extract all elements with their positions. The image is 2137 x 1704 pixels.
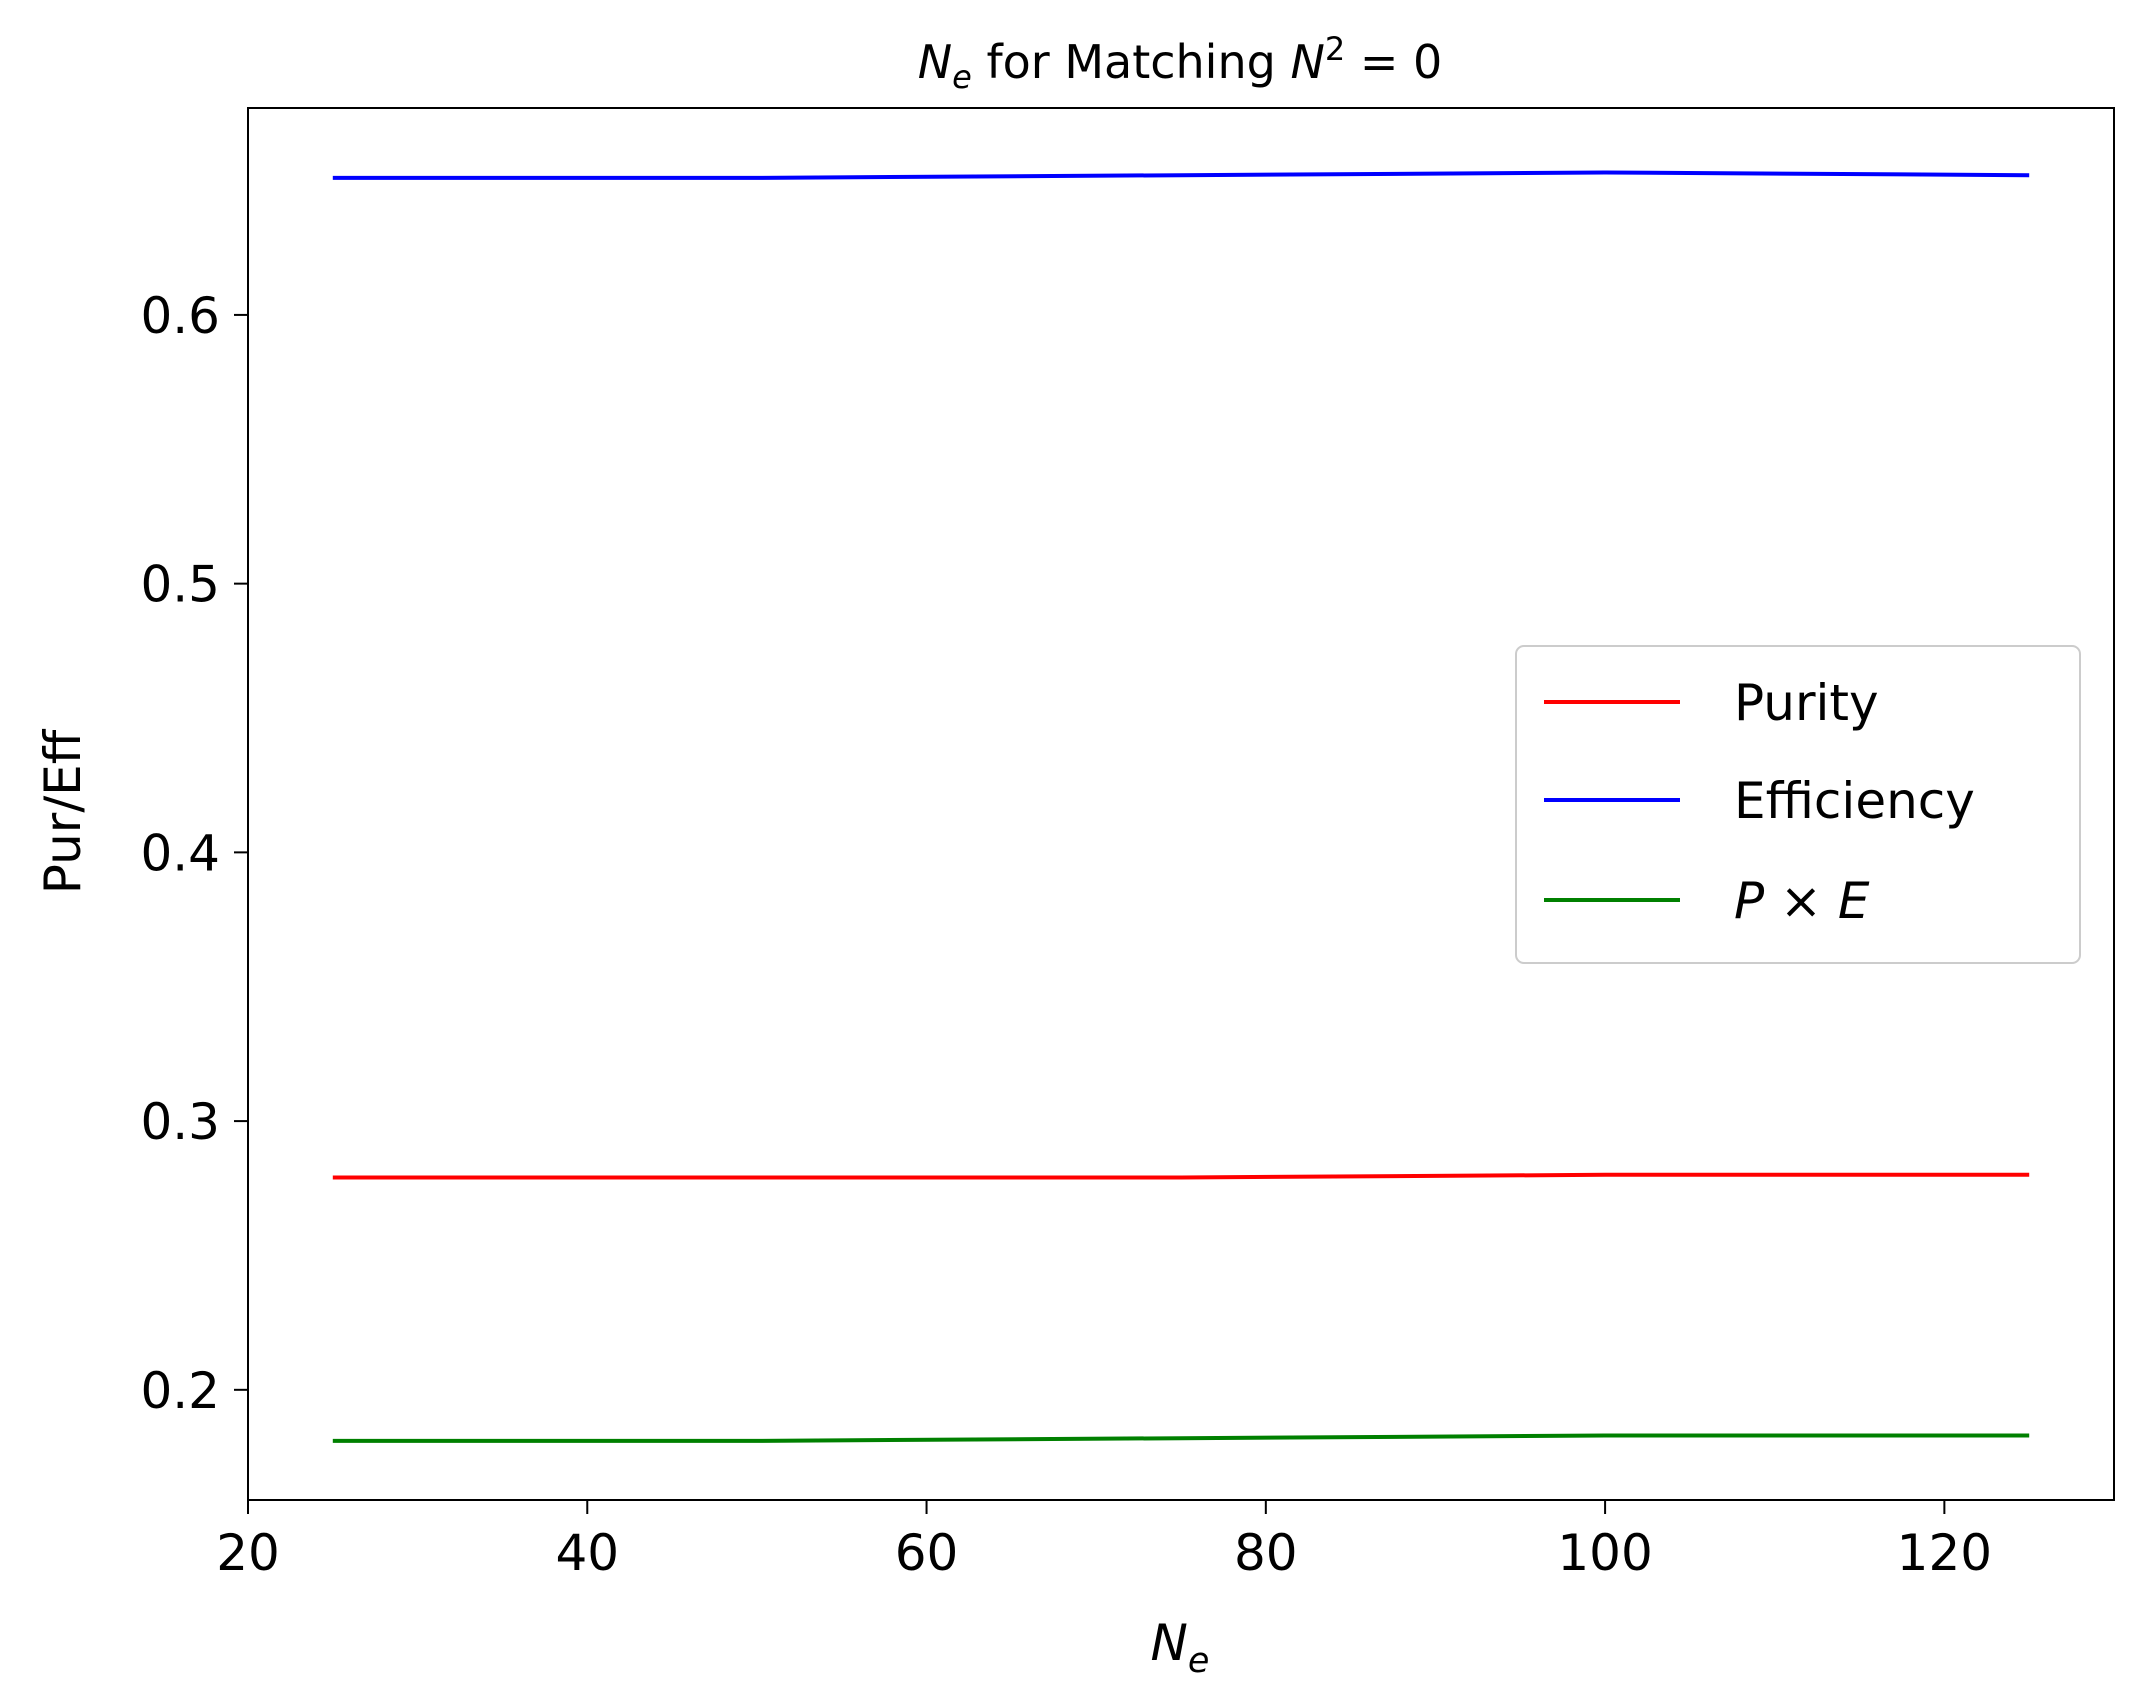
legend-label-pxe: P × E	[1734, 872, 1870, 930]
legend-frame	[1515, 645, 2081, 964]
plot-frame	[247, 107, 2115, 1501]
legend: Purity Efficiency P × E	[1515, 645, 2081, 964]
series-line-0	[332, 1172, 2030, 1180]
x-tick-label: 120	[1897, 1524, 1992, 1582]
y-tick-label: 0.3	[140, 1093, 220, 1151]
x-tick-label: 20	[216, 1524, 280, 1582]
y-tick-label: 0.5	[140, 556, 220, 614]
series-line-1	[332, 170, 2030, 180]
x-tick-label: 40	[555, 1524, 619, 1582]
chart-title: Ne for Matching N2 = 0	[918, 30, 1443, 96]
plot-area	[247, 107, 2115, 1501]
x-axis-label: Ne	[1151, 1614, 1210, 1681]
y-tick-label: 0.6	[140, 287, 220, 345]
legend-label-efficiency: Efficiency	[1734, 772, 1975, 830]
y-tick-label: 0.4	[140, 824, 220, 882]
y-axis-label: Pur/Eff	[34, 728, 92, 894]
x-tick-label: 80	[1234, 1524, 1298, 1582]
ticks-layer: 20 40 60 80 100 120 0.2 0.3 0.4 0.5 0.6	[140, 287, 1992, 1582]
series-layer	[332, 170, 2030, 1443]
series-line-2	[332, 1433, 2030, 1443]
legend-label-purity: Purity	[1734, 674, 1879, 732]
x-tick-label: 60	[895, 1524, 959, 1582]
x-tick-label: 100	[1557, 1524, 1652, 1582]
y-tick-label: 0.2	[140, 1362, 220, 1420]
